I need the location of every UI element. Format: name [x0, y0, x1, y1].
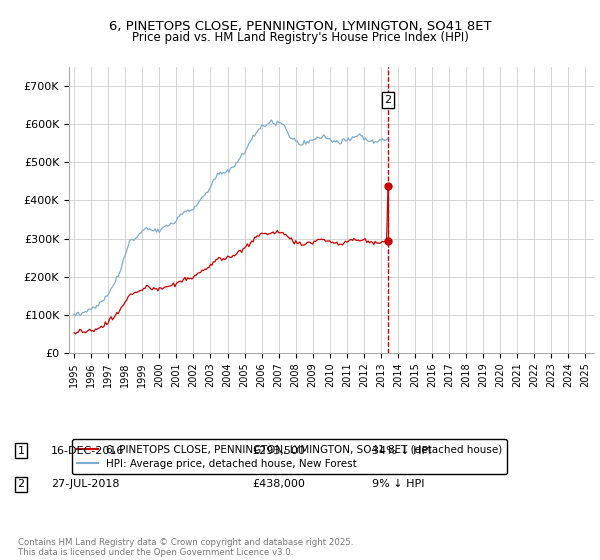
Text: 34% ↓ HPI: 34% ↓ HPI: [372, 446, 431, 456]
Line: HPI: Average price, detached house, New Forest: HPI: Average price, detached house, New …: [74, 120, 388, 316]
HPI: Average price, detached house, New Forest: (2e+03, 1.01e+05): Average price, detached house, New Fores…: [71, 311, 78, 318]
Text: 1: 1: [385, 95, 392, 105]
HPI: Average price, detached house, New Forest: (2e+03, 3.75e+05): Average price, detached house, New Fores…: [184, 207, 191, 213]
Text: Contains HM Land Registry data © Crown copyright and database right 2025.
This d: Contains HM Land Registry data © Crown c…: [18, 538, 353, 557]
6, PINETOPS CLOSE, PENNINGTON, LYMINGTON, SO41 8ET (detached house): [385, 183, 392, 189]
6, PINETOPS CLOSE, PENNINGTON, LYMINGTON, SO41 8ET (detached house): [176, 278, 183, 284]
HPI: Average price, detached house, New Forest: (2e+03, 3.27e+05): Average price, detached house, New Fores…: [158, 225, 166, 232]
6, PINETOPS CLOSE, PENNINGTON, LYMINGTON, SO41 8ET (detached house): [158, 286, 166, 292]
HPI: Average price, detached house, New Forest: (2e+03, 9.72e+04): Average price, detached house, New Fores…: [76, 312, 83, 319]
6, PINETOPS CLOSE, PENNINGTON, LYMINGTON, SO41 8ET (detached house): [184, 274, 191, 281]
Text: Price paid vs. HM Land Registry's House Price Index (HPI): Price paid vs. HM Land Registry's House …: [131, 31, 469, 44]
HPI: Average price, detached house, New Forest: (2.01e+03, 5.62e+05): Average price, detached house, New Fores…: [385, 136, 392, 142]
Text: 9% ↓ HPI: 9% ↓ HPI: [372, 479, 425, 489]
6, PINETOPS CLOSE, PENNINGTON, LYMINGTON, SO41 8ET (detached house): [71, 329, 78, 336]
Line: 6, PINETOPS CLOSE, PENNINGTON, LYMINGTON, SO41 8ET (detached house): 6, PINETOPS CLOSE, PENNINGTON, LYMINGTON…: [74, 186, 388, 334]
Text: £293,500: £293,500: [252, 446, 305, 456]
Text: 2: 2: [385, 95, 392, 105]
HPI: Average price, detached house, New Forest: (2e+03, 1.87e+05): Average price, detached house, New Fores…: [112, 278, 119, 285]
6, PINETOPS CLOSE, PENNINGTON, LYMINGTON, SO41 8ET (detached house): [356, 237, 363, 244]
HPI: Average price, detached house, New Forest: (2.01e+03, 5.69e+05): Average price, detached house, New Fores…: [358, 133, 365, 139]
Text: 2: 2: [17, 479, 25, 489]
Text: 27-JUL-2018: 27-JUL-2018: [51, 479, 119, 489]
Text: 16-DEC-2016: 16-DEC-2016: [51, 446, 124, 456]
6, PINETOPS CLOSE, PENNINGTON, LYMINGTON, SO41 8ET (detached house): [112, 312, 119, 319]
Text: 6, PINETOPS CLOSE, PENNINGTON, LYMINGTON, SO41 8ET: 6, PINETOPS CLOSE, PENNINGTON, LYMINGTON…: [109, 20, 491, 32]
Text: £438,000: £438,000: [252, 479, 305, 489]
HPI: Average price, detached house, New Forest: (2e+03, 1.14e+05): Average price, detached house, New Fores…: [85, 306, 92, 312]
HPI: Average price, detached house, New Forest: (2.01e+03, 6.11e+05): Average price, detached house, New Fores…: [268, 116, 275, 123]
HPI: Average price, detached house, New Forest: (2e+03, 3.58e+05): Average price, detached house, New Fores…: [176, 213, 183, 220]
6, PINETOPS CLOSE, PENNINGTON, LYMINGTON, SO41 8ET (detached house): [72, 330, 79, 337]
6, PINETOPS CLOSE, PENNINGTON, LYMINGTON, SO41 8ET (detached house): [85, 327, 92, 334]
Text: 1: 1: [17, 446, 25, 456]
Legend: 6, PINETOPS CLOSE, PENNINGTON, LYMINGTON, SO41 8ET (detached house), HPI: Averag: 6, PINETOPS CLOSE, PENNINGTON, LYMINGTON…: [71, 440, 508, 474]
